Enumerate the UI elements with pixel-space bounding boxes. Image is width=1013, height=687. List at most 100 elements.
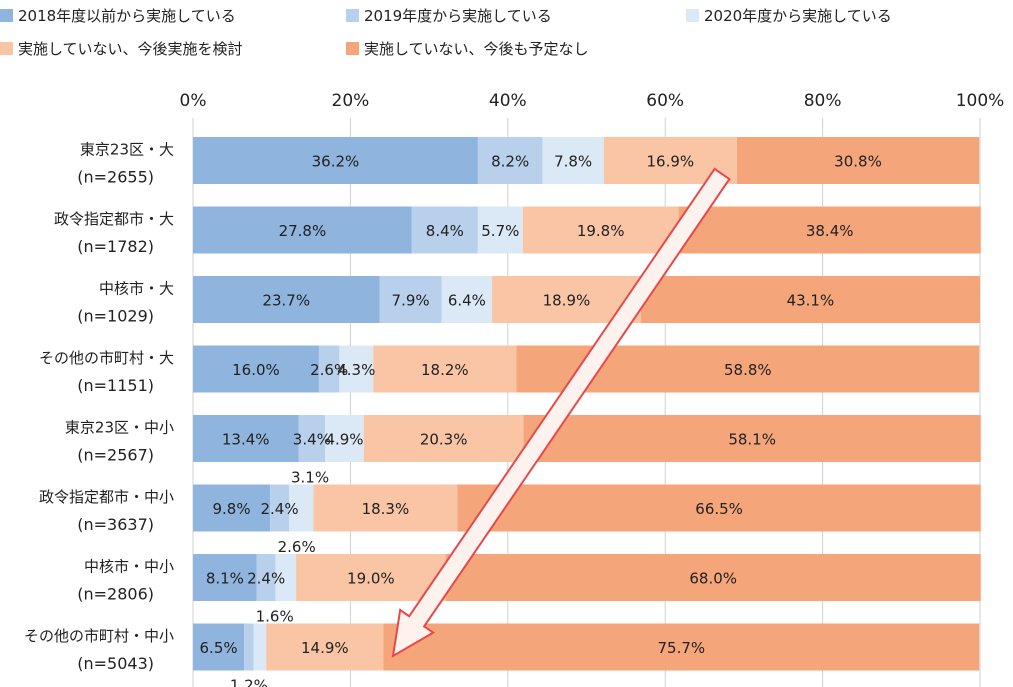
data-label: 16.0%	[232, 361, 280, 379]
data-label: 20.3%	[420, 431, 468, 449]
data-label: 23.7%	[262, 292, 310, 310]
bar-segment	[640, 276, 980, 323]
bar-segment	[318, 345, 340, 393]
x-tick-label: 60%	[646, 91, 684, 111]
legend-label: 実施していない、今後実施を検討	[18, 40, 243, 58]
category-label: 中核市・中小	[84, 558, 174, 576]
gridlines	[192, 118, 981, 687]
data-label: 5.7%	[481, 222, 519, 240]
data-label: 4.9%	[325, 431, 363, 449]
bar-segment	[193, 206, 412, 254]
bar-segment	[325, 415, 364, 462]
category-label: 政令指定都市・大	[54, 210, 174, 228]
x-tick-label: 20%	[332, 91, 370, 111]
bar-segment	[253, 623, 267, 671]
bar-segment	[441, 276, 493, 323]
bar-segment	[270, 484, 290, 532]
bar-segment	[457, 484, 981, 532]
legend-label: 2020年度から実施している	[704, 7, 892, 25]
data-label: 3.1%	[291, 469, 329, 487]
data-label: 6.4%	[448, 292, 486, 310]
bar-segment	[266, 623, 384, 671]
bar-segment	[193, 345, 319, 393]
data-label: 7.8%	[554, 153, 592, 171]
category-n-label: (n=2567)	[77, 446, 154, 465]
bar-segment	[275, 554, 297, 601]
data-label: 19.0%	[347, 570, 395, 588]
bar-segment	[523, 415, 981, 462]
data-label: 30.8%	[834, 153, 882, 171]
category-n-label: (n=1151)	[77, 376, 154, 395]
data-label: 18.2%	[421, 361, 469, 379]
legend-swatch	[346, 9, 359, 22]
legend-swatch	[0, 42, 13, 55]
bar-segment	[193, 484, 271, 532]
legend-label: 2018年度以前から実施している	[18, 7, 236, 25]
data-label: 2.4%	[247, 570, 285, 588]
data-label: 13.4%	[222, 431, 270, 449]
bar-segment	[296, 554, 446, 601]
legend-item-1: 2018年度以前から実施している	[0, 5, 236, 26]
data-label: 2.4%	[261, 500, 299, 518]
data-label: 9.8%	[213, 500, 251, 518]
chart-legend: 2018年度以前から実施している 2019年度から実施している 2020年度から実施…	[0, 0, 1013, 70]
data-labels: 36.2% 8.2% 7.8% 16.9% 30.8% 27.8% 8.4% 5.7% 19.8…	[200, 153, 882, 687]
bar-segment	[193, 623, 245, 671]
data-label: 36.2%	[312, 153, 360, 171]
data-label: 4.3%	[337, 361, 375, 379]
data-label: 16.9%	[646, 153, 694, 171]
data-label: 58.1%	[728, 431, 776, 449]
bar-segment	[339, 345, 374, 393]
category-label: 中核市・大	[99, 280, 174, 298]
bar-segment	[678, 206, 981, 254]
legend-item-5: 実施していない、今後も予定なし	[346, 38, 589, 59]
x-tick-label: 40%	[489, 91, 527, 111]
category-labels: 東京23区・大 (n=2655) 政令指定都市・大 (n=1782) 中核市・大 (n=1…	[24, 141, 174, 674]
bar-segment	[477, 137, 543, 184]
bar-segment	[477, 206, 523, 254]
data-label: 19.8%	[577, 222, 625, 240]
data-label: 75.7%	[658, 639, 706, 657]
bar-segment	[736, 137, 980, 184]
bar-segment	[363, 415, 524, 462]
legend-swatch	[0, 9, 13, 22]
bar-segment	[445, 554, 981, 601]
bar-segment	[256, 554, 276, 601]
category-label: 東京23区・大	[80, 141, 174, 159]
data-label: 6.5%	[200, 639, 238, 657]
category-n-label: (n=2655)	[77, 168, 154, 187]
bar-segment	[379, 276, 442, 323]
legend-item-3: 2020年度から実施している	[686, 5, 892, 26]
bar-segment	[542, 137, 604, 184]
data-label: 38.4%	[806, 222, 854, 240]
category-n-label: (n=1782)	[77, 237, 154, 256]
category-n-label: (n=3637)	[77, 515, 154, 534]
bar-segment	[298, 415, 326, 462]
bars	[193, 137, 981, 671]
bar-segment	[193, 137, 478, 184]
data-label: 66.5%	[695, 500, 743, 518]
bar-segment	[193, 554, 257, 601]
legend-item-2: 2019年度から実施している	[346, 5, 552, 26]
data-label: 1.6%	[256, 608, 294, 626]
data-label: 58.8%	[724, 361, 772, 379]
x-tick-labels: 0% 20% 40% 60% 80% 100%	[180, 91, 1005, 111]
bar-segment	[193, 276, 380, 323]
bar-segment	[411, 206, 478, 254]
data-label: 18.9%	[543, 292, 591, 310]
x-tick-label: 80%	[804, 91, 842, 111]
legend-item-4: 実施していない、今後実施を検討	[0, 38, 243, 59]
data-label: 27.8%	[279, 222, 327, 240]
data-label: 2.6%	[278, 538, 316, 556]
legend-swatch	[686, 9, 699, 22]
data-label: 8.4%	[426, 222, 464, 240]
data-label: 68.0%	[689, 570, 737, 588]
data-label: 7.9%	[392, 292, 430, 310]
data-label: 8.1%	[206, 570, 244, 588]
data-label: 2.6%	[310, 361, 348, 379]
category-n-label: (n=1029)	[77, 307, 154, 326]
category-label: その他の市町村・中小	[24, 627, 174, 645]
category-label: その他の市町村・大	[39, 349, 174, 367]
bar-segment	[373, 345, 517, 393]
